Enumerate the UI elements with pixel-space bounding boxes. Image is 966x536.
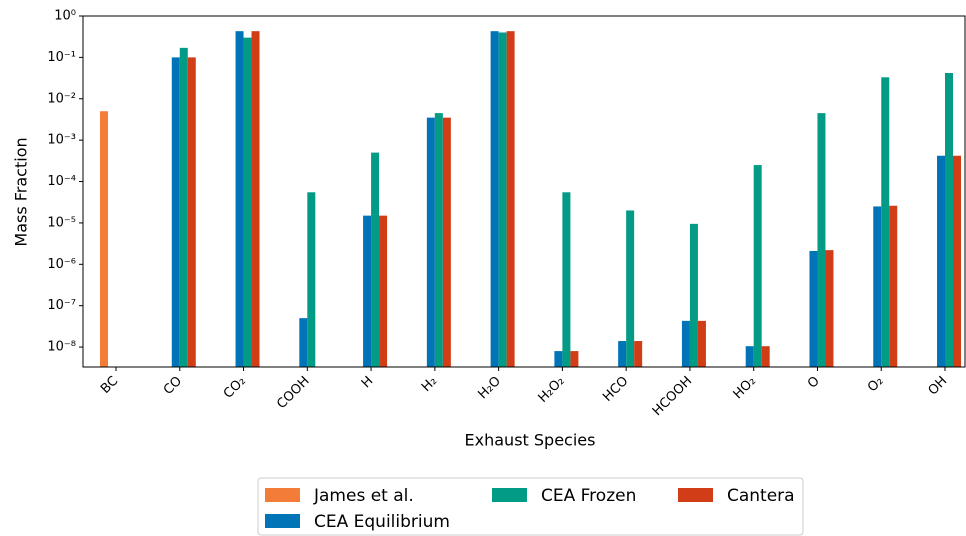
bar xyxy=(761,346,770,367)
legend-swatch xyxy=(492,488,527,502)
y-tick-label: 10⁻⁷ xyxy=(47,298,76,313)
bar xyxy=(434,113,443,367)
x-tick-label: HCO xyxy=(600,374,631,405)
x-tick-label: H xyxy=(359,374,377,392)
y-tick-label: 10⁰ xyxy=(54,9,76,24)
legend-swatch xyxy=(678,488,713,502)
bar xyxy=(626,210,635,367)
legend-swatch xyxy=(265,488,300,502)
x-tick-label: HO₂ xyxy=(731,374,759,402)
x-tick-label: BC xyxy=(98,374,121,397)
legend-label: Cantera xyxy=(727,486,795,506)
legend-box xyxy=(257,477,804,536)
bar xyxy=(634,341,643,367)
bar xyxy=(745,346,754,367)
legend-label: James et al. xyxy=(313,486,414,506)
bar xyxy=(379,215,388,367)
x-tick-label: H₂O xyxy=(475,374,503,402)
bar xyxy=(873,206,882,367)
bar xyxy=(953,155,962,367)
plot-frame xyxy=(82,15,966,368)
x-tick-label: OH xyxy=(926,374,951,399)
bar xyxy=(307,192,316,367)
bar xyxy=(100,111,108,368)
y-tick-label: 10⁻⁴ xyxy=(47,174,76,189)
x-tick-label: COOH xyxy=(274,374,312,412)
bar xyxy=(753,165,762,367)
x-tick-label: CO₂ xyxy=(221,374,249,402)
bar xyxy=(371,152,380,367)
bar xyxy=(490,31,499,367)
bar xyxy=(945,72,954,368)
x-tick-label: CO xyxy=(161,374,185,398)
y-tick-label: 10⁻¹ xyxy=(47,50,76,65)
x-tick-label: H₂ xyxy=(419,374,440,395)
bar xyxy=(554,351,563,367)
y-tick-label: 10⁻⁵ xyxy=(47,215,76,230)
bar xyxy=(187,57,196,368)
bar xyxy=(697,320,706,367)
y-tick-label: 10⁻² xyxy=(47,91,76,106)
bar xyxy=(689,223,698,367)
bar xyxy=(817,113,826,367)
bar xyxy=(825,250,834,367)
bar xyxy=(570,351,579,367)
bar xyxy=(251,31,260,367)
bar xyxy=(618,341,627,367)
bar xyxy=(681,320,690,367)
bar xyxy=(442,117,451,367)
x-tick-label: H₂O₂ xyxy=(536,374,568,406)
legend-label: CEA Frozen xyxy=(541,486,636,506)
y-axis-label: Mass Fraction xyxy=(12,137,31,246)
x-axis-label: Exhaust Species xyxy=(465,431,596,450)
x-tick-label: O xyxy=(805,374,823,392)
y-tick-label: 10⁻³ xyxy=(47,133,76,148)
x-tick-label: HCOOH xyxy=(650,374,695,419)
bar xyxy=(498,32,507,368)
legend-label: CEA Equilibrium xyxy=(314,512,450,532)
bar xyxy=(562,192,571,367)
bar xyxy=(881,77,890,367)
bar xyxy=(243,37,252,367)
bar xyxy=(809,250,818,367)
bar xyxy=(506,31,515,367)
bar xyxy=(937,155,946,367)
bar xyxy=(171,57,180,368)
bar xyxy=(299,318,308,367)
bar xyxy=(889,205,898,367)
legend-swatch xyxy=(265,514,300,528)
bar xyxy=(363,215,372,367)
bar xyxy=(235,31,244,367)
y-tick-label: 10⁻⁸ xyxy=(47,340,76,355)
y-tick-label: 10⁻⁶ xyxy=(47,257,76,272)
x-tick-label: O₂ xyxy=(865,374,887,396)
bar xyxy=(426,117,435,367)
bar xyxy=(179,47,188,368)
